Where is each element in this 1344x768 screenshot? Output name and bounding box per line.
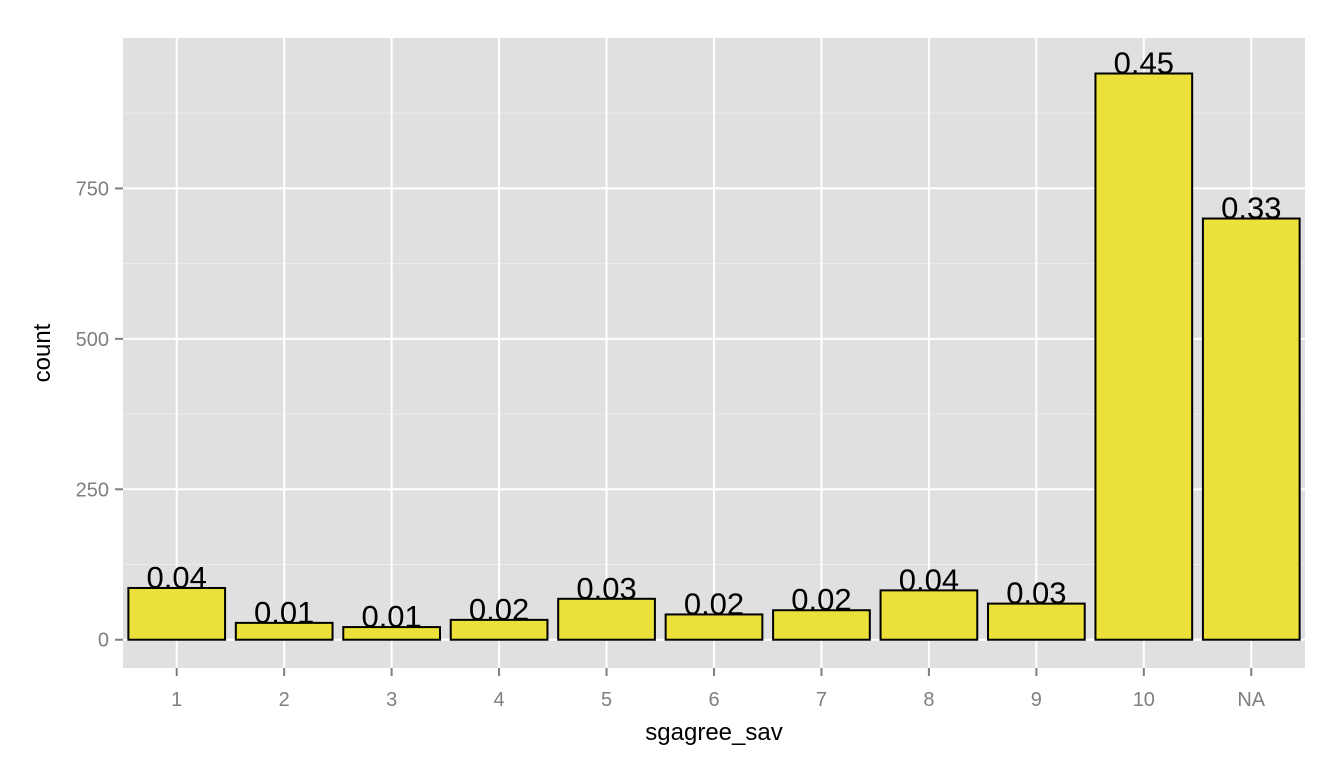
- bars-group: [127, 72, 1301, 641]
- y-tick-label: 250: [76, 479, 109, 501]
- bar-label-1: 0.04: [147, 560, 207, 595]
- x-tick-label-1: 1: [171, 689, 182, 711]
- bar-label-7: 0.02: [791, 582, 851, 617]
- x-tick-label-6: 6: [708, 689, 719, 711]
- bar-7: [772, 609, 871, 641]
- bar-label-6: 0.02: [684, 586, 744, 621]
- y-axis-ticks: 0 250 500 750: [76, 178, 123, 652]
- bar-9: [987, 602, 1086, 641]
- bar-2: [234, 621, 334, 641]
- x-tick-label-2: 2: [279, 689, 290, 711]
- x-tick-label-7: 7: [816, 689, 827, 711]
- bar-label-2: 0.01: [254, 595, 314, 630]
- bar-6: [664, 613, 764, 641]
- bar-label-4: 0.02: [469, 592, 529, 627]
- y-tick-label: 500: [76, 329, 109, 351]
- x-tick-label-4: 4: [494, 689, 505, 711]
- x-axis-ticks: 1 2 3 4 5 6 7 8 9 10 NA: [171, 668, 1266, 711]
- x-tick-label-9: 9: [1031, 689, 1042, 711]
- x-tick-label-NA: NA: [1237, 689, 1265, 711]
- bar-NA: [1201, 217, 1301, 641]
- y-tick-label: 750: [76, 178, 109, 200]
- bar-8: [879, 589, 979, 641]
- y-axis-title: count: [29, 323, 56, 382]
- bar-labels-group: 0.04 0.01 0.01 0.02 0.03 0.02 0.02 0.04 0.03 0.45…: [147, 46, 1282, 635]
- bar-10: [1094, 72, 1194, 641]
- bar-1: [127, 586, 227, 641]
- bar-label-3: 0.01: [361, 599, 421, 634]
- bar-label-8: 0.04: [899, 562, 959, 597]
- bar-5: [557, 597, 656, 641]
- x-tick-label-5: 5: [601, 689, 612, 711]
- bar-3: [342, 626, 441, 641]
- x-tick-label-10: 10: [1133, 689, 1155, 711]
- x-tick-label-8: 8: [923, 689, 934, 711]
- bar-label-NA: 0.33: [1221, 191, 1281, 226]
- bar-label-9: 0.03: [1006, 576, 1066, 611]
- x-axis-title: sgagree_sav: [645, 719, 782, 746]
- bar-label-5: 0.03: [576, 571, 636, 606]
- bar-label-10: 0.45: [1114, 46, 1174, 81]
- y-tick-label: 0: [98, 630, 109, 652]
- x-tick-label-3: 3: [386, 689, 397, 711]
- bar-4: [449, 618, 549, 641]
